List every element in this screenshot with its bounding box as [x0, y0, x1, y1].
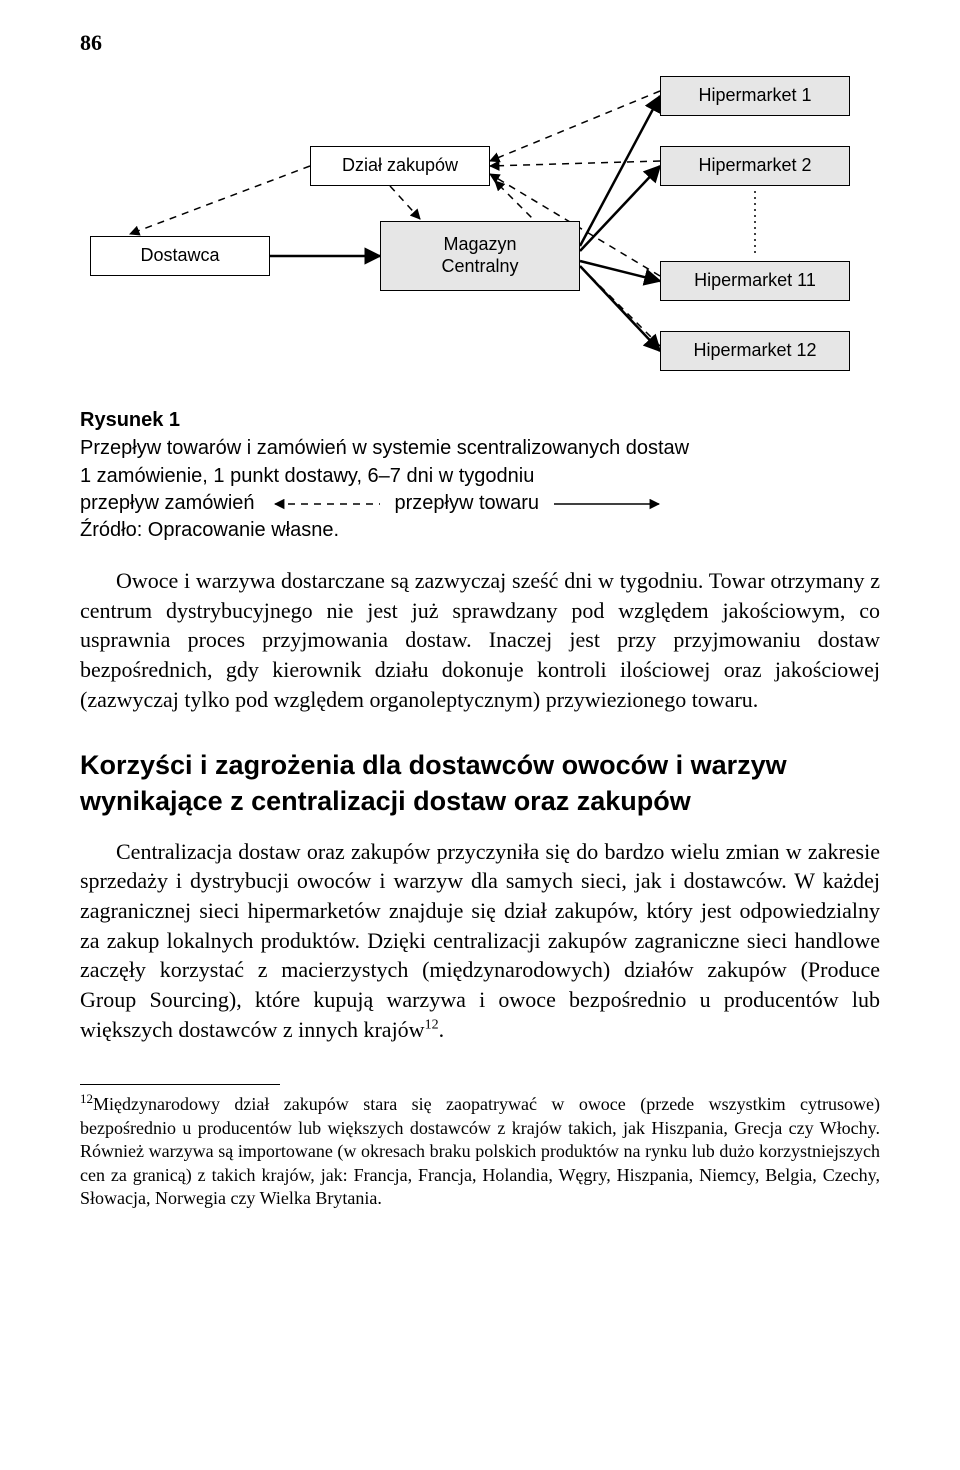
- node-magazyn-centralny: Magazyn Centralny: [380, 221, 580, 291]
- node-hipermarket-12: Hipermarket 12: [660, 331, 850, 371]
- legend-dashed-arrow-icon: [265, 497, 385, 511]
- legend-goods-label: przepływ towaru: [395, 492, 540, 515]
- flow-diagram: Dostawca Dział zakupów Magazyn Centralny…: [80, 66, 880, 396]
- footnote-separator: [80, 1084, 280, 1085]
- para2-tail: .: [439, 1017, 445, 1042]
- node-hipermarket-11: Hipermarket 11: [660, 261, 850, 301]
- node-dostawca: Dostawca: [90, 236, 270, 276]
- footnote-12: 12Międzynarodowy dział zakupów stara się…: [80, 1091, 880, 1210]
- legend-orders-label: przepływ zamówień: [80, 492, 255, 515]
- body-paragraph-2: Centralizacja dostaw oraz zakupów przycz…: [80, 837, 880, 1045]
- footnote-text: Międzynarodowy dział zakupów stara się z…: [80, 1094, 880, 1208]
- figure-source: Źródło: Opracowanie własne.: [80, 519, 880, 542]
- footnote-number: 12: [80, 1091, 93, 1106]
- footnote-ref-12: 12: [425, 1017, 439, 1032]
- page-number: 86: [80, 30, 880, 56]
- para2-text: Centralizacja dostaw oraz zakupów przycz…: [80, 839, 880, 1042]
- node-hipermarket-1: Hipermarket 1: [660, 76, 850, 116]
- legend-row: przepływ zamówień przepływ towaru: [80, 492, 880, 515]
- figure-title: Przepływ towarów i zamówień w systemie s…: [80, 437, 689, 459]
- figure-label: Rysunek 1: [80, 409, 180, 431]
- section-heading: Korzyści i zagrożenia dla dostawców owoc…: [80, 748, 880, 818]
- legend-solid-arrow-icon: [549, 497, 669, 511]
- figure-caption: Rysunek 1 Przepływ towarów i zamówień w …: [80, 406, 880, 490]
- node-hipermarket-2: Hipermarket 2: [660, 146, 850, 186]
- body-paragraph-1: Owoce i warzywa dostarczane są zazwyczaj…: [80, 566, 880, 714]
- figure-subtitle: 1 zamówienie, 1 punkt dostawy, 6–7 dni w…: [80, 465, 534, 487]
- node-dzial-zakupow: Dział zakupów: [310, 146, 490, 186]
